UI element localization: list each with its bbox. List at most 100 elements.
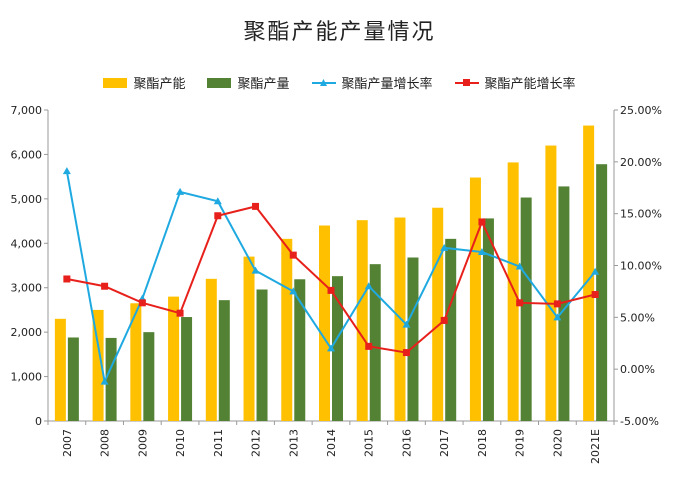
legend-label-output-growth: 聚酯产量增长率 <box>341 77 433 92</box>
y-right-tick-label: -5.00% <box>620 415 659 428</box>
x-tick-label: 2017 <box>438 429 451 457</box>
bar-output <box>294 279 306 421</box>
x-tick-label: 2008 <box>99 429 112 457</box>
y-left-tick-label: 5,000 <box>11 193 43 206</box>
y-left-tick-label: 1,000 <box>11 371 43 384</box>
bar-output <box>256 289 268 421</box>
bar-output <box>407 257 419 421</box>
point-output-growth <box>402 320 411 328</box>
bar-capacity <box>507 162 519 421</box>
legend-label-capacity: 聚酯产能 <box>133 77 186 92</box>
bar-capacity <box>469 177 481 421</box>
point-capacity-growth <box>365 342 373 350</box>
bar-output <box>181 317 193 421</box>
x-tick-label: 2016 <box>400 429 413 457</box>
y-right-tick-label: 15.00% <box>620 208 662 221</box>
bar-output <box>332 276 343 421</box>
bar-capacity <box>319 225 330 421</box>
x-tick-label: 2009 <box>136 429 149 457</box>
point-output-growth <box>515 262 524 270</box>
x-tick-label: 2011 <box>212 429 225 457</box>
chart-legend: 聚酯产能 聚酯产量 聚酯产量增长率 聚酯产能增长率 <box>0 73 679 92</box>
bar-output <box>105 337 117 421</box>
bar-capacity <box>583 125 595 422</box>
bar-output <box>218 300 230 421</box>
bar-capacity <box>545 145 557 422</box>
bar-capacity <box>356 220 368 421</box>
x-tick-label: 2021E <box>589 429 602 464</box>
y-right-tick-label: 0.00% <box>620 363 655 376</box>
point-output-growth <box>213 197 222 205</box>
bar-capacity <box>54 318 66 421</box>
x-tick-label: 2010 <box>174 429 187 457</box>
bar-capacity <box>168 296 180 421</box>
point-output-growth <box>289 287 298 295</box>
point-capacity-growth <box>516 299 524 307</box>
point-output-growth <box>477 248 486 256</box>
y-left-tick-label: 7,000 <box>11 104 43 117</box>
point-output-growth <box>176 187 185 195</box>
y-left-tick-label: 3,000 <box>11 282 43 295</box>
legend-item-output: 聚酯产量 <box>207 73 290 92</box>
point-capacity-growth <box>440 316 448 324</box>
y-right-tick-label: 5.00% <box>620 311 655 324</box>
y-right-tick-label: 20.00% <box>620 156 662 169</box>
bar-capacity <box>432 207 444 421</box>
point-capacity-growth <box>402 349 410 357</box>
legend-swatch-capacity <box>103 77 128 88</box>
legend-item-capacity: 聚酯产能 <box>103 73 185 92</box>
bar-output <box>558 186 570 421</box>
point-output-growth <box>100 377 109 385</box>
point-capacity-growth <box>478 218 486 226</box>
point-output-growth <box>591 267 600 275</box>
x-tick-label: 2018 <box>476 429 489 457</box>
point-output-growth <box>364 282 373 290</box>
x-tick-label: 2019 <box>514 429 527 457</box>
point-output-growth <box>327 344 335 352</box>
point-capacity-growth <box>63 275 71 283</box>
bar-capacity <box>92 309 104 421</box>
point-output-growth <box>553 313 562 321</box>
point-capacity-growth <box>214 212 222 220</box>
legend-label-capacity-growth: 聚酯产能增长率 <box>484 77 576 92</box>
point-capacity-growth <box>176 309 184 317</box>
bar-output <box>520 197 532 421</box>
x-tick-label: 2014 <box>325 429 338 457</box>
point-capacity-growth <box>327 286 335 294</box>
x-tick-label: 2015 <box>363 429 376 457</box>
bar-output <box>143 332 155 421</box>
point-output-growth <box>62 167 71 175</box>
y-left-tick-label: 4,000 <box>11 237 43 250</box>
legend-swatch-output-growth <box>311 78 336 88</box>
y-left-tick-label: 0 <box>35 415 42 428</box>
point-capacity-growth <box>591 291 599 299</box>
point-capacity-growth <box>252 202 260 210</box>
bar-capacity <box>243 256 255 421</box>
point-capacity-growth <box>553 300 561 308</box>
y-left-tick-label: 6,000 <box>11 148 43 161</box>
bar-capacity <box>205 278 217 421</box>
bar-output <box>445 238 457 421</box>
bar-output <box>67 337 79 421</box>
x-tick-label: 2020 <box>551 429 564 457</box>
legend-item-capacity-growth: 聚酯产能增长率 <box>454 73 576 92</box>
y-right-tick-label: 10.00% <box>620 260 662 273</box>
legend-item-output-growth: 聚酯产量增长率 <box>311 73 433 92</box>
bar-capacity <box>130 303 142 421</box>
bar-output <box>369 264 381 421</box>
point-capacity-growth <box>138 299 146 307</box>
bar-capacity <box>281 238 293 421</box>
bar-output <box>596 164 608 421</box>
point-output-growth <box>440 243 449 251</box>
bar-output <box>482 218 494 421</box>
x-tick-label: 2012 <box>250 429 263 457</box>
x-tick-label: 2007 <box>61 429 74 457</box>
y-right-tick-label: 25.00% <box>620 104 662 117</box>
point-capacity-growth <box>289 251 297 259</box>
x-tick-label: 2013 <box>287 429 300 457</box>
point-capacity-growth <box>101 282 109 290</box>
legend-swatch-capacity-growth <box>454 78 479 88</box>
legend-label-output: 聚酯产量 <box>237 77 290 92</box>
legend-swatch-output <box>207 77 232 88</box>
